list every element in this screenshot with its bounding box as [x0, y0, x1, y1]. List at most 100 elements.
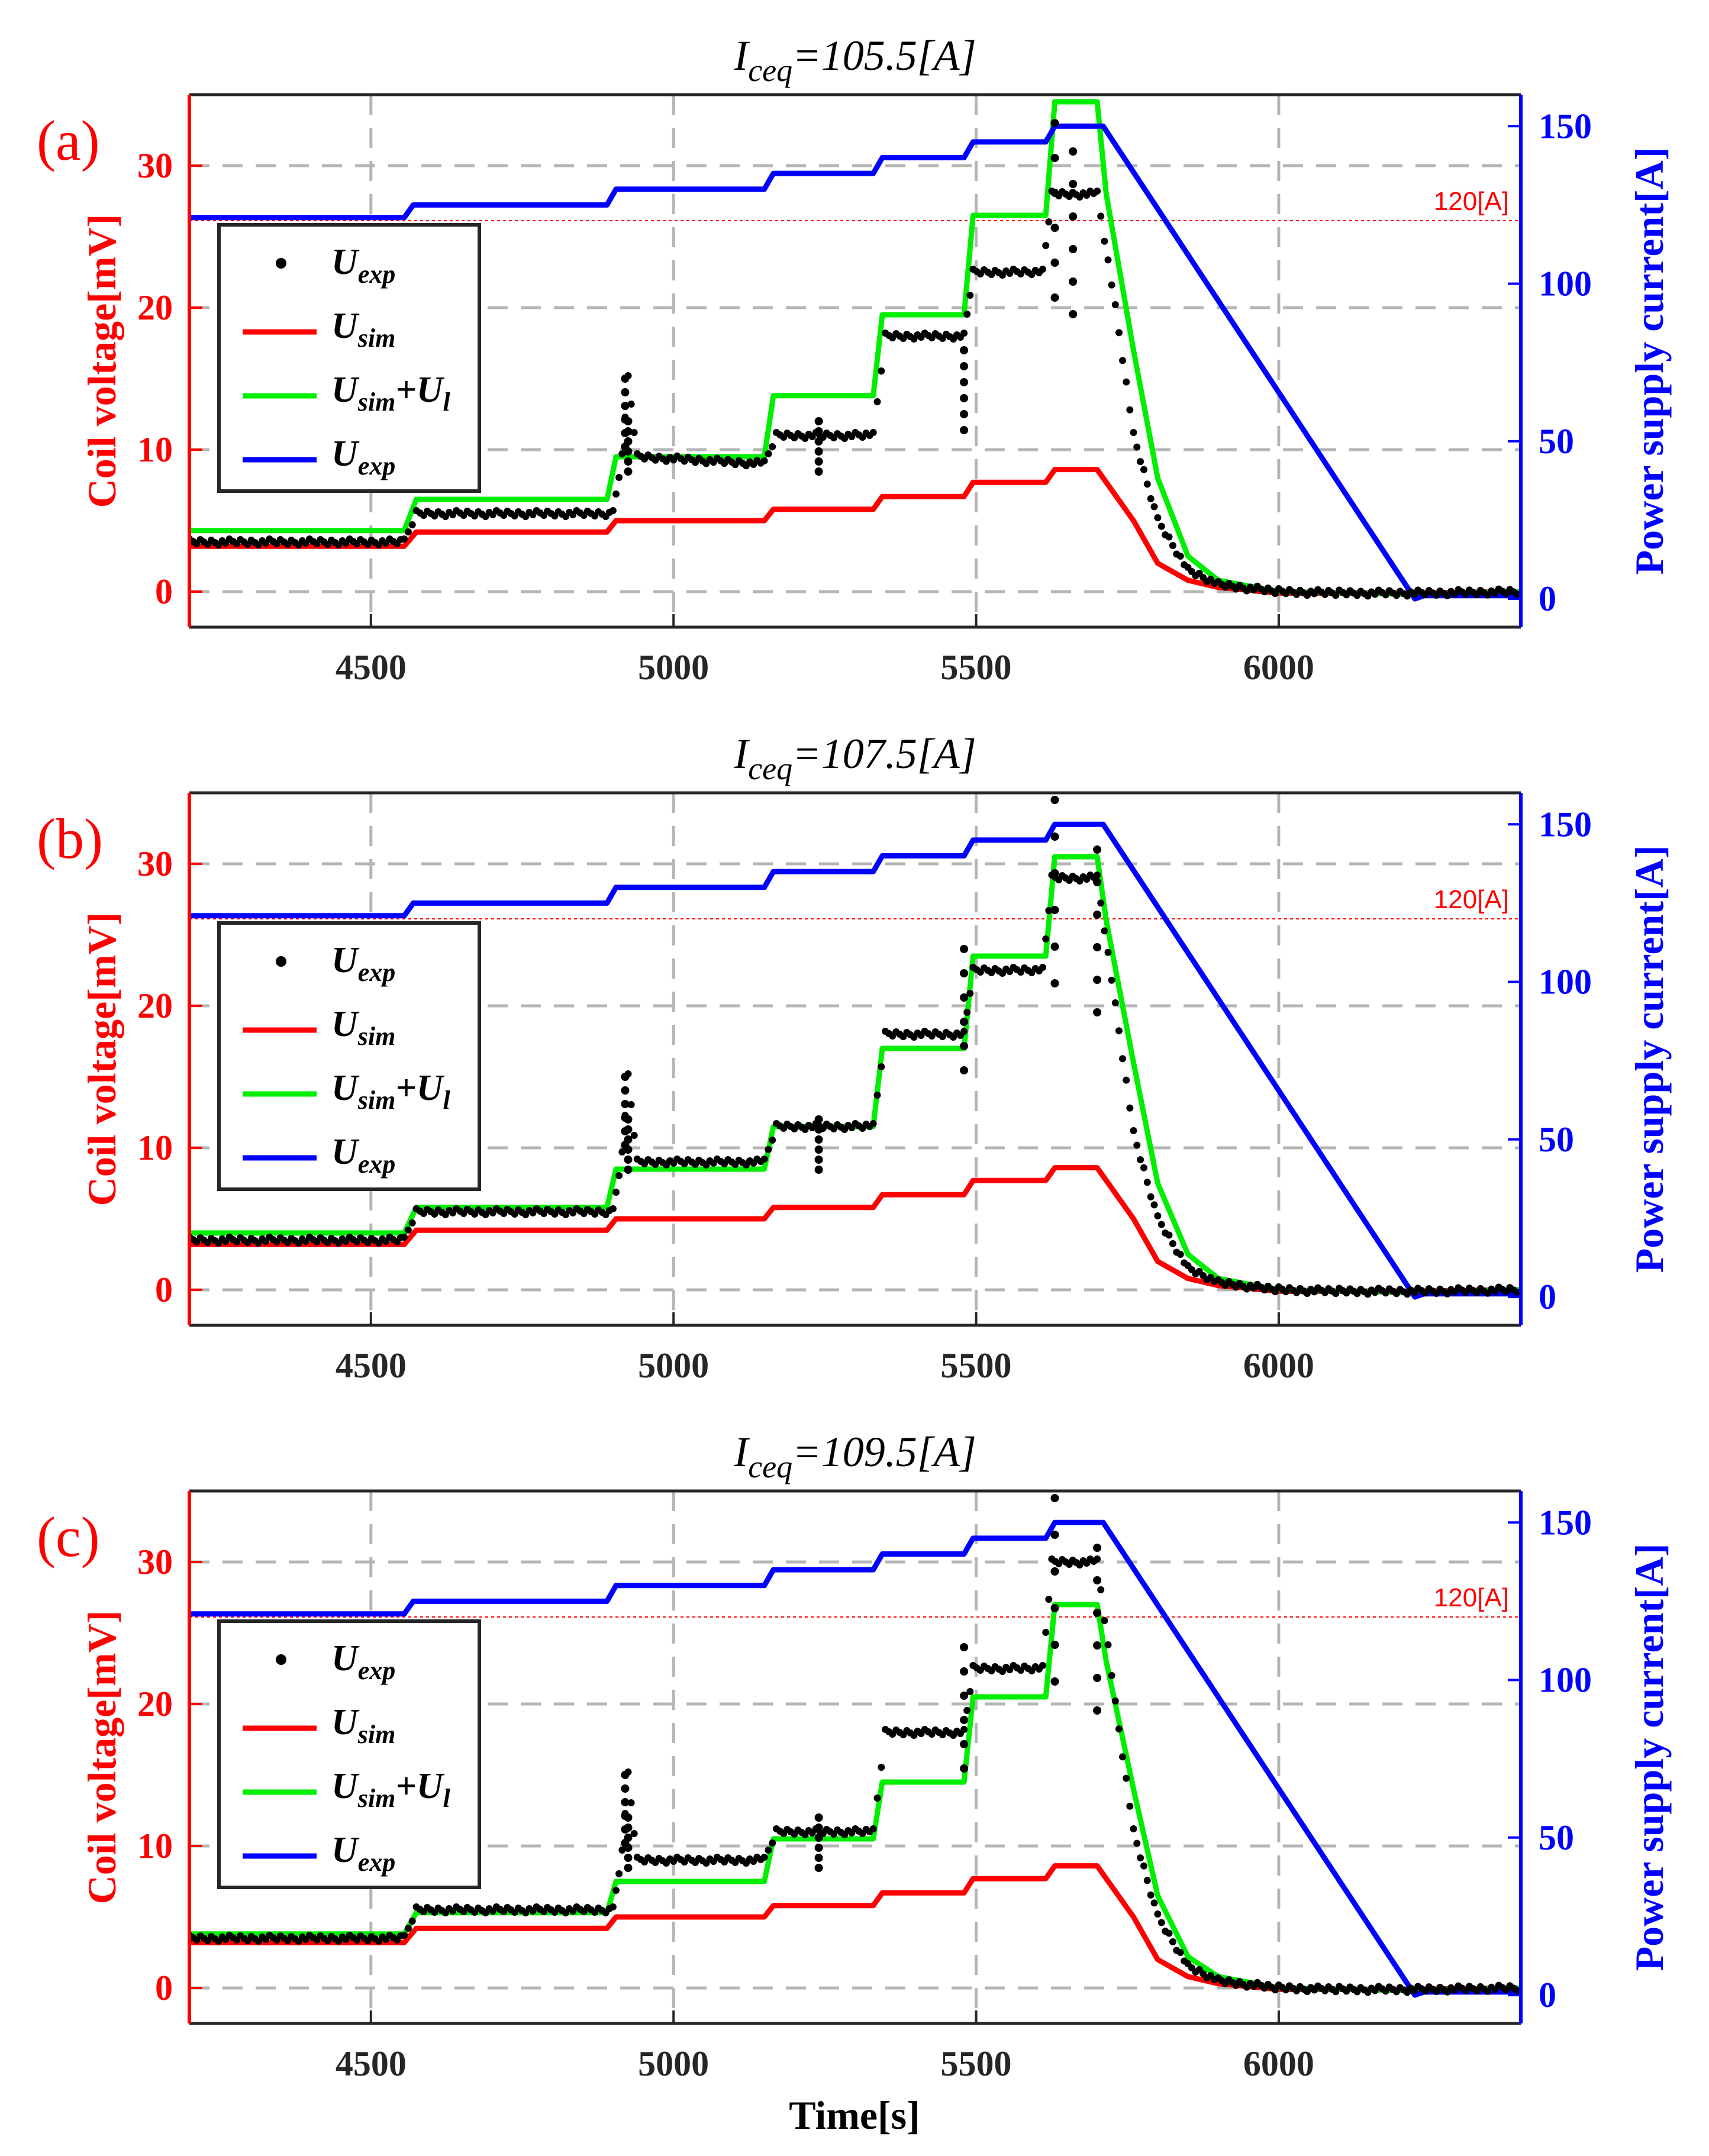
y-left-tick-label: 0	[155, 1270, 173, 1309]
u-exp-point	[1123, 1076, 1130, 1084]
u-exp-point	[1104, 1641, 1112, 1648]
x-tick-label: 5500	[941, 648, 1012, 687]
u-exp-point	[1513, 1987, 1521, 1994]
u-exp-spike-point	[1093, 943, 1102, 951]
u-exp-point	[869, 429, 877, 436]
u-exp-point	[765, 1146, 772, 1153]
y-right-tick-label: 50	[1539, 422, 1574, 461]
y-left-tick-label: 20	[137, 1684, 173, 1723]
u-exp-point	[1126, 406, 1134, 414]
u-exp-spike-point	[814, 1823, 823, 1832]
y-right-axis-label: Power supply current[A]	[1627, 1544, 1672, 1971]
u-exp-point	[1133, 1839, 1141, 1847]
u-exp-spike-point	[814, 1854, 823, 1862]
u-exp-spike-point	[1050, 259, 1059, 267]
u-exp-spike-point	[814, 417, 823, 425]
u-exp-point	[1119, 1753, 1126, 1761]
u-exp-spike-point	[624, 1156, 633, 1164]
u-exp-spike-point	[624, 1145, 633, 1154]
u-exp-spike-point	[814, 1156, 823, 1164]
u-exp-point	[1165, 533, 1173, 541]
y-right-tick-label: 150	[1539, 805, 1592, 844]
u-exp-spike-point	[960, 1764, 969, 1773]
u-exp-point	[765, 1847, 772, 1854]
u-exp-point	[609, 1903, 617, 1910]
u-exp-point	[627, 1799, 635, 1806]
u-exp-point	[1176, 1251, 1184, 1258]
y-right-tick-label: 100	[1539, 963, 1592, 1002]
u-exp-point	[1097, 212, 1105, 220]
u-exp-spike-point	[1050, 796, 1059, 804]
u-exp-spike-point	[621, 375, 630, 383]
u-exp-spike-point	[960, 1716, 969, 1724]
u-exp-point	[1115, 1725, 1123, 1733]
u-exp-spike-point	[1093, 1544, 1102, 1552]
u-exp-spike-point	[960, 346, 969, 354]
panel-2: 120[A] 4500 5000 5500 6000 0 10 20 30 0 50 100 150 Ic…	[37, 730, 1672, 1385]
y-right-tick-label: 150	[1539, 106, 1592, 146]
u-exp-point	[1101, 927, 1108, 935]
u-exp-point	[1137, 1156, 1144, 1164]
u-exp-spike-point	[1093, 1674, 1102, 1682]
u-exp-spike-point	[624, 437, 633, 446]
current-series	[189, 821, 1521, 1300]
current-series	[189, 1519, 1521, 1998]
u-exp-point	[1332, 1290, 1340, 1298]
y-left-tick-label: 30	[137, 146, 173, 185]
u-exp-point	[630, 1830, 638, 1837]
u-exp-point	[760, 457, 768, 464]
u-exp-point	[1157, 1221, 1165, 1228]
u-exp-spike-point	[624, 1854, 633, 1862]
legend-box	[217, 921, 481, 1191]
u-exp-point	[1094, 188, 1101, 195]
u-exp-spike-point	[621, 1784, 630, 1793]
u-exp-point	[1130, 1825, 1137, 1832]
reference-line-label: 120[A]	[1434, 187, 1509, 216]
x-tick-label: 6000	[1243, 648, 1314, 687]
u-exp-spike-point	[814, 1115, 823, 1124]
u-exp-point	[1332, 1988, 1340, 1996]
legend-label: Usim+Ul	[331, 1068, 450, 1115]
u-exp-point	[769, 1839, 776, 1847]
u-exp-point	[408, 521, 416, 528]
u-exp-point	[1111, 1697, 1119, 1705]
u-exp-point	[873, 1794, 881, 1802]
u-exp-point	[408, 1918, 416, 1925]
u-exp-point	[1140, 1164, 1147, 1171]
u-exp-spike-point	[1050, 189, 1059, 197]
panel-3: 120[A] 4500 5000 5500 6000 0 10 20 30 0 50 100 150 Ic…	[37, 1428, 1672, 2083]
u-exp-point	[960, 1028, 968, 1035]
u-exp-spike-point	[814, 1844, 823, 1852]
u-exp-spike-point	[1093, 1609, 1102, 1617]
u-exp-point	[627, 401, 635, 408]
u-exp-spike-point	[624, 1135, 633, 1144]
y-right-tick-label: 50	[1539, 1818, 1574, 1857]
u-exp-point	[960, 330, 968, 337]
u-exp-spike-point	[1050, 154, 1059, 162]
u-exp-spike-point	[814, 1125, 823, 1134]
u-exp-spike-point	[960, 1667, 969, 1676]
u-exp-point	[760, 1156, 768, 1163]
u-exp-point	[878, 1063, 885, 1070]
u-exp-point	[1123, 378, 1130, 386]
u-exp-point	[1143, 480, 1151, 488]
y-left-axis-label: Coil voltage[mV]	[79, 1610, 124, 1905]
u-exp-point	[615, 1172, 623, 1179]
u-exp-point	[612, 1189, 620, 1196]
u-exp-spike-point	[1069, 212, 1078, 221]
u-exp-spike-point	[1069, 277, 1078, 286]
u-exp-spike-point	[621, 1100, 630, 1108]
u-exp-spike-point	[814, 447, 823, 456]
u-exp-spike-point	[814, 1834, 823, 1842]
u-exp-point	[618, 1148, 626, 1156]
u-exp-spike-point	[624, 1844, 633, 1852]
u-exp-point	[1039, 1662, 1046, 1669]
u-exp-point	[1165, 1929, 1173, 1937]
x-axis-label: Time[s]	[789, 2093, 920, 2138]
u-exp-point	[869, 1825, 877, 1832]
u-exp-point	[1176, 553, 1184, 560]
u-exp-point	[1130, 1127, 1137, 1134]
y-left-tick-label: 30	[137, 844, 173, 883]
legend: Uexp Usim Usim+Ul Uexp	[217, 223, 481, 493]
legend-label: Uexp	[331, 1132, 395, 1179]
